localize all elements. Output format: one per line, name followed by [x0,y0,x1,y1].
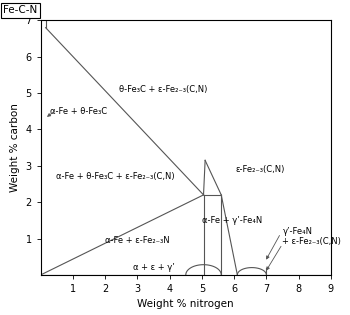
Text: Fe-C-N: Fe-C-N [3,5,37,15]
Text: α-Fe + γ’-Fe₄N: α-Fe + γ’-Fe₄N [202,216,262,225]
Y-axis label: Weight % carbon: Weight % carbon [10,103,20,192]
Text: α + ε + γ’: α + ε + γ’ [133,263,174,272]
Text: α-Fe + ε-Fe₂₋₃N: α-Fe + ε-Fe₂₋₃N [105,236,170,245]
Text: θ-Fe₃C + ε-Fe₂₋₃(C,N): θ-Fe₃C + ε-Fe₂₋₃(C,N) [119,85,208,94]
Text: γ’-Fe₄N
+ ε-Fe₂₋₃(C,N): γ’-Fe₄N + ε-Fe₂₋₃(C,N) [282,227,341,246]
Text: α-Fe + θ-Fe₃C: α-Fe + θ-Fe₃C [50,107,107,116]
X-axis label: Weight % nitrogen: Weight % nitrogen [138,300,234,309]
Text: ε-Fe₂₋₃(C,N): ε-Fe₂₋₃(C,N) [235,165,285,174]
Text: α-Fe + θ-Fe₃C + ε-Fe₂₋₃(C,N): α-Fe + θ-Fe₃C + ε-Fe₂₋₃(C,N) [56,172,174,181]
